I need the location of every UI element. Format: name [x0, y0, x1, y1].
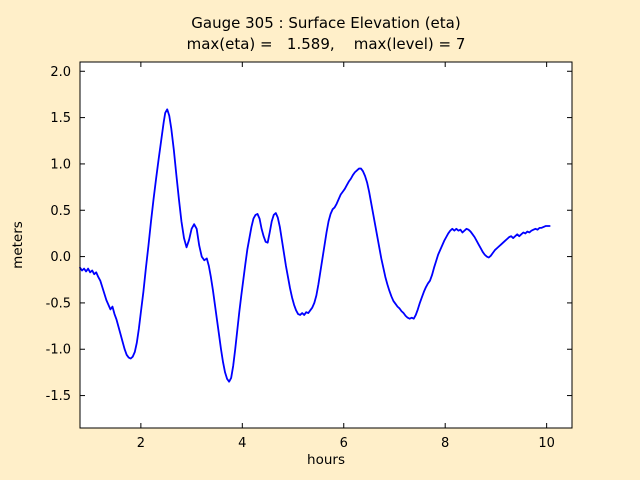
- x-axis-label: hours: [307, 452, 345, 468]
- y-tick-label: -1.5: [46, 389, 71, 404]
- y-tick-label: 0.5: [50, 204, 71, 219]
- y-tick-label: 2.0: [50, 65, 71, 80]
- y-tick-label: 1.0: [50, 157, 71, 172]
- x-tick-label: 8: [441, 436, 449, 451]
- y-tick-label: 1.5: [50, 111, 71, 126]
- plot-area: [79, 61, 573, 429]
- chart-subtitle: max(eta) = 1.589, max(level) = 7: [187, 35, 466, 53]
- x-tick-label: 10: [538, 436, 555, 451]
- y-axis-label: meters: [10, 221, 26, 269]
- chart-title: Gauge 305 : Surface Elevation (eta): [191, 14, 460, 32]
- y-tick-label: -0.5: [46, 296, 71, 311]
- y-tick-label: 0.0: [50, 250, 71, 265]
- axis-ticks: 2 4 6 8 10 2.0 1.5 1.0 0.5 0.0 -0.5 -1.0 -1.5: [46, 62, 572, 451]
- x-tick-label: 4: [238, 436, 246, 451]
- x-tick-label: 6: [340, 436, 348, 451]
- plot-frame: [79, 61, 573, 429]
- series-eta: [79, 108, 551, 383]
- eta-line-series: [79, 108, 551, 383]
- y-tick-label: -1.0: [46, 343, 71, 358]
- x-tick-label: 2: [137, 436, 145, 451]
